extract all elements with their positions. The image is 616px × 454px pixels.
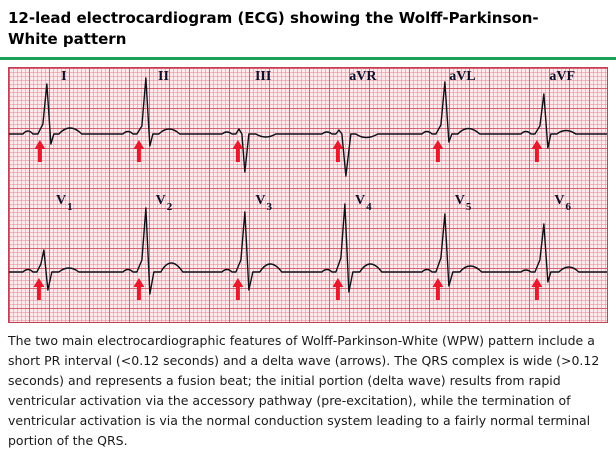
ecg-lead-V5: V5 bbox=[407, 192, 508, 322]
ecg-trace bbox=[308, 203, 408, 293]
ecg-trace bbox=[108, 77, 209, 147]
delta-wave-arrow-icon bbox=[332, 140, 344, 162]
figure-title: 12-lead electrocardiogram (ECG) showing … bbox=[8, 9, 539, 48]
ecg-trace bbox=[407, 81, 508, 143]
ecg-waveform bbox=[308, 129, 408, 177]
ecg-trace bbox=[9, 83, 109, 145]
delta-wave-arrow-icon bbox=[232, 278, 244, 300]
delta-wave-arrow-icon bbox=[232, 140, 244, 162]
delta-wave-arrow-icon bbox=[531, 278, 543, 300]
ecg-waveform bbox=[108, 77, 209, 162]
lead-label: V2 bbox=[155, 193, 173, 213]
ecg-trace bbox=[308, 129, 408, 177]
ecg-lead-II: II bbox=[108, 68, 209, 192]
ecg-trace bbox=[208, 211, 309, 291]
ecg-waveform bbox=[9, 83, 109, 162]
ecg-waveform bbox=[507, 223, 608, 300]
ecg-lead-V2: V2 bbox=[108, 192, 209, 322]
ecg-trace bbox=[507, 93, 608, 149]
ecg-lead-III: III bbox=[208, 68, 309, 192]
lead-label: II bbox=[158, 69, 169, 84]
title-divider bbox=[0, 57, 616, 60]
ecg-strip: I II III aVR aVL aVF V1 V2 V3 V4 V5 V6 bbox=[8, 67, 608, 323]
ecg-trace bbox=[208, 128, 309, 173]
ecg-lead-aVF: aVF bbox=[507, 68, 608, 192]
lead-label: I bbox=[61, 69, 67, 84]
ecg-waveform bbox=[108, 207, 209, 300]
ecg-waveform bbox=[308, 203, 408, 300]
lead-label: V1 bbox=[56, 193, 73, 213]
ecg-waveform bbox=[407, 213, 508, 300]
lead-label: III bbox=[254, 69, 272, 84]
delta-wave-arrow-icon bbox=[33, 278, 45, 300]
ecg-waveform bbox=[208, 211, 309, 300]
ecg-lead-V4: V4 bbox=[308, 192, 408, 322]
delta-wave-arrow-icon bbox=[133, 278, 145, 300]
ecg-waveform bbox=[507, 93, 608, 162]
lead-label: aVF bbox=[549, 69, 576, 84]
ecg-lead-aVL: aVL bbox=[407, 68, 508, 192]
delta-wave-arrow-icon bbox=[34, 140, 46, 162]
delta-wave-arrow-icon bbox=[133, 140, 145, 162]
ecg-trace bbox=[407, 213, 508, 287]
ecg-lead-V6: V6 bbox=[507, 192, 608, 322]
chest-leads-row: V1 V2 V3 V4 V5 V6 bbox=[9, 192, 608, 322]
ecg-waveform bbox=[9, 249, 109, 300]
lead-label: aVL bbox=[449, 69, 476, 84]
delta-wave-arrow-icon bbox=[531, 140, 543, 162]
figure-caption: The two main electrocardiographic featur… bbox=[8, 333, 600, 448]
delta-wave-arrow-icon bbox=[432, 278, 444, 300]
lead-label: V3 bbox=[255, 193, 272, 213]
limb-leads-row: I II III aVR aVL aVF bbox=[9, 68, 608, 192]
ecg-trace bbox=[507, 223, 608, 283]
delta-wave-arrow-icon bbox=[332, 278, 344, 300]
lead-label: V6 bbox=[554, 193, 571, 213]
lead-label: V5 bbox=[454, 193, 472, 213]
ecg-trace bbox=[9, 249, 109, 291]
ecg-waveform bbox=[208, 128, 309, 173]
lead-label: aVR bbox=[349, 69, 377, 84]
ecg-trace bbox=[108, 207, 209, 295]
ecg-lead-V3: V3 bbox=[208, 192, 309, 322]
ecg-waveform bbox=[407, 81, 508, 162]
ecg-lead-V1: V1 bbox=[9, 192, 109, 322]
ecg-lead-I: I bbox=[9, 68, 109, 192]
ecg-lead-aVR: aVR bbox=[308, 68, 408, 192]
lead-label: V4 bbox=[355, 193, 372, 213]
delta-wave-arrow-icon bbox=[432, 140, 444, 162]
